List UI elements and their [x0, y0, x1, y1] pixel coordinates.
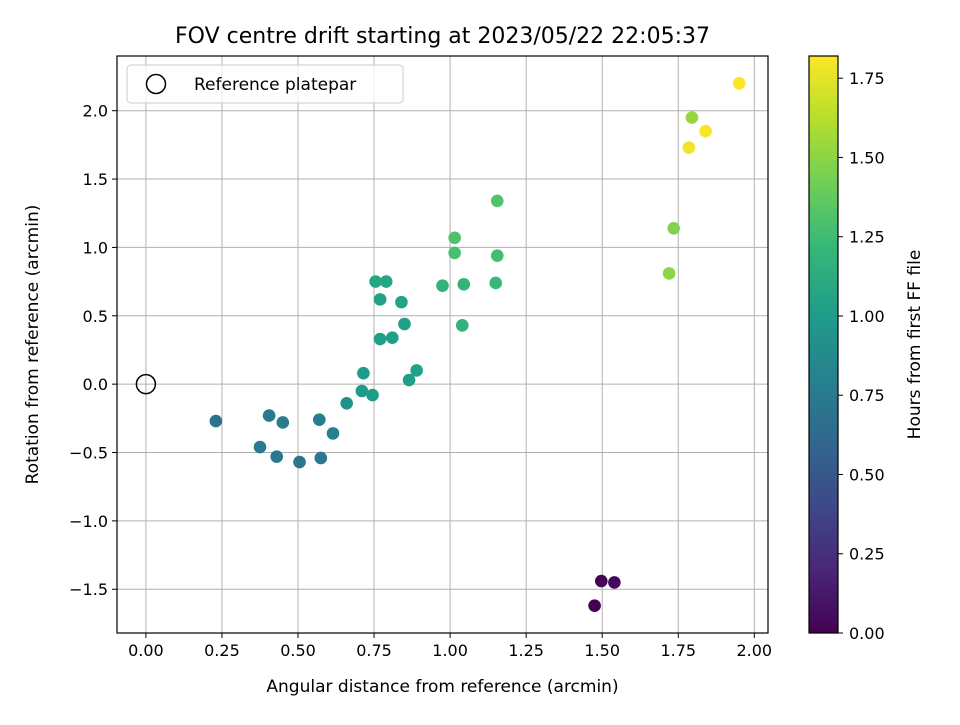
legend-box: [126, 64, 404, 104]
data-point: [262, 409, 276, 422]
data-point: [357, 366, 370, 380]
data-point: [293, 455, 306, 469]
data-point: [373, 293, 387, 306]
data-point: [732, 77, 746, 90]
colorbar-tick-label: 1.50: [849, 148, 885, 167]
data-point: [402, 373, 416, 387]
data-point: [490, 194, 504, 208]
x-tick-label: 0.75: [356, 641, 392, 660]
data-point: [270, 450, 284, 463]
data-point: [312, 413, 326, 427]
colorbar-tick-label: 0.75: [849, 386, 885, 405]
data-point: [386, 331, 399, 344]
data-point: [448, 246, 461, 260]
y-tick-label: 1.0: [83, 238, 108, 257]
grid-lines: [117, 56, 768, 633]
x-tick-label: 1.00: [432, 641, 468, 660]
data-point: [398, 317, 411, 331]
data-point: [667, 221, 680, 235]
data-point: [436, 279, 449, 293]
legend-label-reference-platepar: Reference platepar: [194, 75, 356, 95]
data-point: [448, 231, 461, 245]
data-point: [594, 574, 608, 588]
colorbar-gradient: [808, 55, 839, 634]
y-axis-ticks: −1.5 −1.0 −0.5 0.0 0.5 1.0 1.5 2.0: [69, 102, 117, 599]
legend-reference-marker: [145, 73, 167, 95]
colorbar-tick-label: 1.75: [849, 69, 885, 88]
data-point: [682, 141, 696, 154]
chart-title: FOV centre drift starting at 2023/05/22 …: [175, 24, 710, 49]
colorbar-label: Hours from first FF file: [905, 250, 925, 440]
data-point: [314, 451, 328, 465]
colorbar-tick-label: 1.00: [849, 307, 885, 326]
plot-area-frame: [116, 55, 769, 634]
y-tick-label: 0.5: [83, 307, 108, 326]
colorbar-tick-label: 0.00: [849, 624, 885, 643]
legend: Reference platepar: [126, 64, 404, 104]
data-point: [395, 295, 408, 309]
data-point: [410, 364, 423, 377]
data-point: [366, 388, 379, 402]
data-point: [276, 416, 290, 429]
x-tick-label: 1.25: [508, 641, 544, 660]
colorbar: 0.00 0.25 0.50 0.75 1.00 1.25 1.50 1.75 Hours f…: [808, 55, 925, 643]
y-tick-label: 1.5: [83, 170, 108, 189]
colorbar-tick-label: 1.25: [849, 228, 885, 247]
data-point: [455, 319, 469, 332]
data-point: [608, 576, 621, 589]
colorbar-ticks: 0.00 0.25 0.50 0.75 1.00 1.25 1.50 1.75: [838, 69, 885, 643]
x-tick-label: 2.00: [736, 641, 772, 660]
reference-platepar-marker: [135, 373, 157, 395]
reference-marker-layer: [135, 373, 157, 395]
x-tick-label: 0.25: [204, 641, 240, 660]
y-tick-label: −1.0: [69, 512, 108, 531]
colorbar-tick-label: 0.25: [849, 545, 885, 564]
y-axis-label: Rotation from reference (arcmin): [23, 205, 43, 485]
x-tick-label: 0.50: [280, 641, 316, 660]
x-axis-ticks: 0.00 0.25 0.50 0.75 1.00 1.25 1.50 1.75 2.00: [128, 633, 772, 660]
data-point: [662, 267, 676, 280]
data-point: [379, 275, 393, 288]
y-tick-label: 0.0: [83, 375, 108, 394]
data-point: [699, 124, 712, 138]
data-point: [340, 396, 353, 410]
data-point: [685, 111, 699, 124]
data-point: [373, 332, 387, 346]
x-axis-label: Angular distance from reference (arcmin): [266, 677, 618, 697]
y-tick-label: −0.5: [69, 444, 108, 463]
x-tick-label: 0.00: [128, 641, 164, 660]
data-point: [369, 275, 382, 288]
data-point: [326, 427, 340, 440]
data-point: [489, 276, 503, 290]
colorbar-tick-label: 0.50: [849, 465, 885, 484]
data-point: [457, 278, 471, 291]
data-point: [355, 384, 369, 398]
data-point: [490, 249, 504, 262]
data-point: [209, 414, 223, 428]
data-point: [253, 440, 267, 454]
data-points: [209, 77, 746, 612]
x-tick-label: 1.50: [584, 641, 620, 660]
y-tick-label: 2.0: [83, 102, 108, 121]
data-point: [588, 599, 601, 612]
y-tick-label: −1.5: [69, 580, 108, 599]
x-tick-label: 1.75: [660, 641, 696, 660]
